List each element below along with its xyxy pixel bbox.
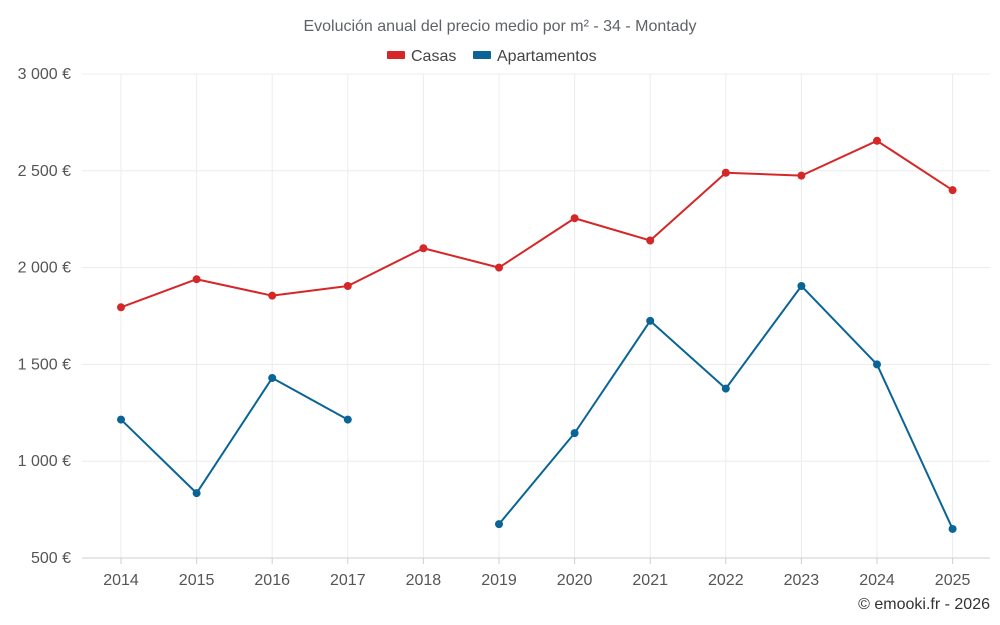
y-tick-label: 3 000 € [18,66,71,83]
x-tick-label: 2022 [708,572,744,589]
series-line-apartamentos [120,376,349,495]
y-tick-label: 500 € [31,550,71,567]
data-point-casas[interactable] [570,214,579,223]
legend-swatch-casas [387,51,405,59]
data-point-apartamentos[interactable] [268,373,277,382]
legend-item-apartamentos[interactable]: Apartamentos [473,48,597,65]
legend-label-apartamentos: Apartamentos [497,48,597,65]
y-tick-label: 1 500 € [18,356,71,373]
x-tick-label: 2023 [784,572,820,589]
data-point-apartamentos[interactable] [495,520,503,529]
x-tick-label: 2017 [330,572,366,589]
data-point-apartamentos[interactable] [117,415,125,424]
data-point-casas[interactable] [797,171,806,180]
data-point-casas[interactable] [495,263,503,272]
series-casas [117,136,957,312]
chart-title: Evolución anual del precio medio por m² … [303,18,696,35]
y-tick-label: 1 000 € [18,453,71,470]
data-point-apartamentos[interactable] [646,316,655,325]
series-layer [117,136,957,533]
x-tick-label: 2019 [481,572,517,589]
x-axis: 2014 2015 2016 2017 2018 2019 2020 2021 2022 2023… [82,557,990,589]
legend-item-casas[interactable]: Casas [387,48,456,65]
data-point-casas[interactable] [268,291,277,300]
data-point-casas[interactable] [873,136,881,145]
series-line-casas [120,139,954,309]
data-point-casas[interactable] [117,303,125,312]
data-point-apartamentos[interactable] [570,429,579,438]
data-point-apartamentos[interactable] [192,489,201,498]
data-point-casas[interactable] [192,275,201,284]
x-tick-label: 2014 [103,572,139,589]
legend-label-casas: Casas [411,48,456,65]
x-tick-label: 2015 [179,572,215,589]
series-apartamentos [117,281,957,533]
y-tick-label: 2 500 € [18,163,71,180]
data-point-casas[interactable] [419,244,428,253]
x-tick-label: 2024 [859,572,895,589]
x-tick-label: 2025 [935,572,971,589]
data-point-apartamentos[interactable] [873,360,881,369]
data-point-casas[interactable] [343,281,352,290]
data-point-casas[interactable] [948,186,957,195]
x-tick-label: 2016 [254,572,290,589]
data-point-apartamentos[interactable] [343,415,352,424]
x-tick-label: 2018 [406,572,442,589]
legend-swatch-apartamentos [473,51,491,59]
x-tick-label: 2020 [557,572,593,589]
credit-text: © emooki.fr - 2026 [858,596,990,613]
grid [82,73,990,558]
data-point-apartamentos[interactable] [797,281,806,290]
x-tick-label: 2021 [632,572,668,589]
legend: Casas Apartamentos [387,48,597,65]
data-point-apartamentos[interactable] [948,524,957,533]
y-axis: 500 € 1 000 € 1 500 € 2 000 € 2 500 € 3 000 € [18,66,71,567]
y-tick-label: 2 000 € [18,260,71,277]
data-point-apartamentos[interactable] [721,384,730,393]
data-point-casas[interactable] [646,236,655,245]
data-point-casas[interactable] [721,168,730,177]
